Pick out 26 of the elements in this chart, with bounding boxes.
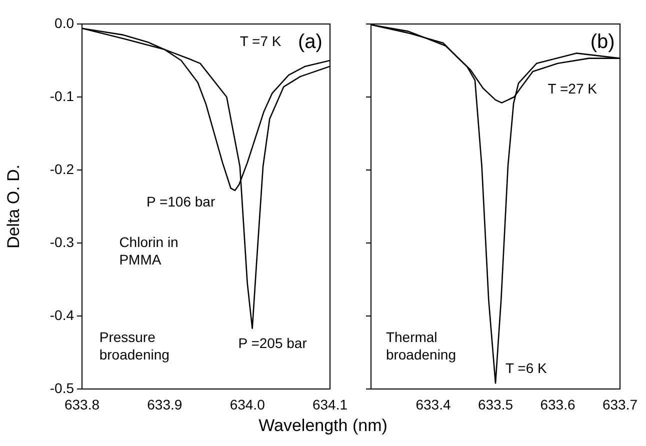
annotation: P =106 bar	[146, 194, 216, 210]
annotation: (a)	[298, 30, 322, 53]
x-tick-label: 633.7	[602, 396, 638, 412]
annotation: T =7 K	[240, 33, 282, 50]
x-tick-label: 633.9	[147, 396, 182, 412]
x-tick-label: 634.1	[312, 396, 348, 412]
y-axis-title: Delta O. D.	[4, 164, 23, 249]
annotation: Chlorin in PMMA	[119, 234, 178, 268]
y-tick-label: -0.4	[50, 306, 74, 323]
y-tick-label: -0.5	[50, 380, 74, 396]
x-axis-title: Wavelength (nm)	[258, 416, 388, 436]
x-tick-label: 634.0	[230, 396, 266, 412]
annotation: T =6 K	[505, 360, 548, 376]
annotation: Pressure broadening	[99, 328, 170, 362]
x-tick-label: 633.6	[540, 396, 576, 412]
x-tick-label: 633.4	[416, 396, 451, 412]
x-tick-label: 633.5	[478, 396, 514, 412]
annotation: (b)	[590, 30, 615, 53]
y-tick-label: 0.0	[54, 14, 74, 31]
x-tick-label: 633.8	[64, 396, 100, 412]
annotation: Thermal broadening	[386, 328, 456, 362]
annotation: P =205 bar	[238, 334, 308, 351]
y-tick-label: -0.1	[50, 88, 74, 104]
y-tick-label: -0.2	[50, 160, 74, 177]
y-tick-label: -0.3	[50, 234, 74, 250]
annotation: T =27 K	[548, 80, 598, 97]
